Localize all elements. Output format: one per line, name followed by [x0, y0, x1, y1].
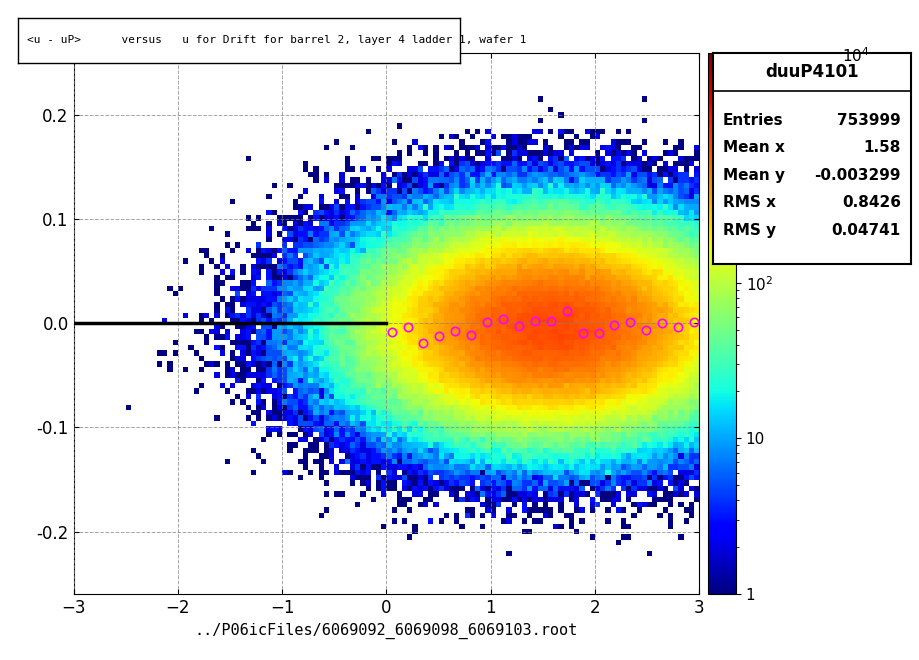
- Text: Entries: Entries: [722, 113, 783, 128]
- Text: Mean x: Mean x: [722, 141, 784, 155]
- Text: 1.58: 1.58: [863, 141, 900, 155]
- Text: $10^4$: $10^4$: [841, 47, 868, 65]
- Text: 0.04741: 0.04741: [831, 222, 900, 238]
- Text: Mean y: Mean y: [722, 168, 784, 183]
- Text: -0.003299: -0.003299: [813, 168, 900, 183]
- Text: 753999: 753999: [836, 113, 900, 128]
- Text: 0.8426: 0.8426: [841, 195, 900, 211]
- Text: RMS y: RMS y: [722, 222, 775, 238]
- X-axis label: ../P06icFiles/6069092_6069098_6069103.root: ../P06icFiles/6069092_6069098_6069103.ro…: [195, 622, 577, 639]
- Text: RMS x: RMS x: [722, 195, 775, 211]
- Text: duuP4101: duuP4101: [765, 63, 857, 81]
- Text: <u - uP>      versus   u for Drift for barrel 2, layer 4 ladder 1, wafer 1: <u - uP> versus u for Drift for barrel 2…: [28, 35, 527, 46]
